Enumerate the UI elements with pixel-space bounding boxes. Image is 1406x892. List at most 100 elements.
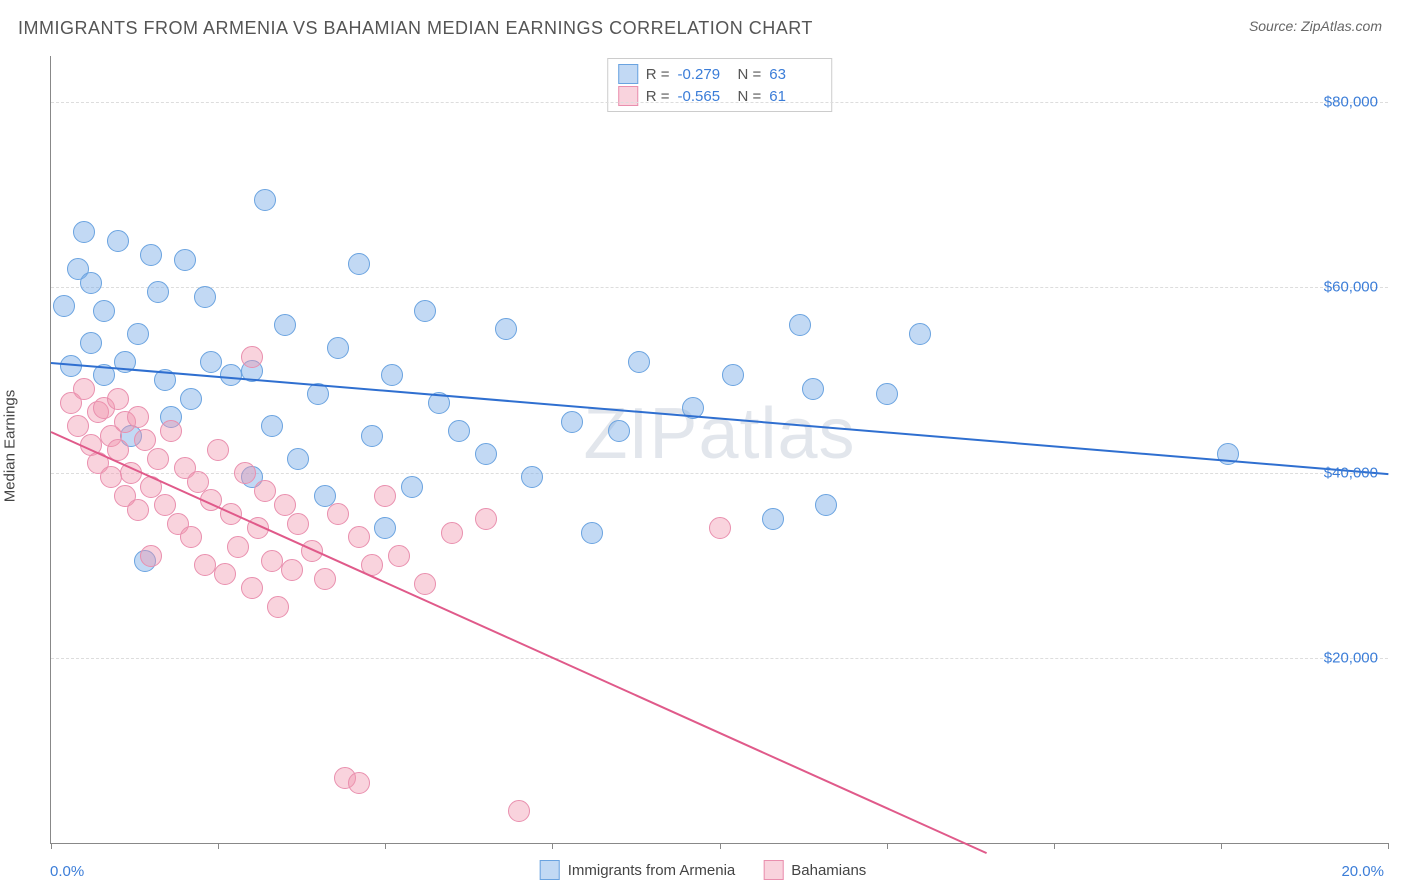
scatter-point-bahamians xyxy=(441,522,463,544)
trend-line-armenia xyxy=(51,362,1388,475)
scatter-point-armenia xyxy=(261,415,283,437)
scatter-point-bahamians xyxy=(287,513,309,535)
scatter-point-bahamians xyxy=(508,800,530,822)
scatter-point-bahamians xyxy=(348,772,370,794)
scatter-point-bahamians xyxy=(160,420,182,442)
x-tick xyxy=(1221,843,1222,849)
scatter-point-armenia xyxy=(53,295,75,317)
scatter-point-bahamians xyxy=(241,577,263,599)
x-tick-label: 0.0% xyxy=(50,863,84,880)
stats-legend-box: R = -0.279N = 63R = -0.565N = 61 xyxy=(607,58,833,112)
scatter-point-bahamians xyxy=(180,526,202,548)
scatter-point-bahamians xyxy=(388,545,410,567)
scatter-chart: ZIPatlas R = -0.279N = 63R = -0.565N = 6… xyxy=(50,56,1388,844)
x-tick xyxy=(218,843,219,849)
scatter-point-armenia xyxy=(361,425,383,447)
stats-row-bahamians: R = -0.565N = 61 xyxy=(618,85,822,107)
scatter-point-armenia xyxy=(521,466,543,488)
scatter-point-armenia xyxy=(581,522,603,544)
scatter-point-armenia xyxy=(107,230,129,252)
legend-item-bahamians: Bahamians xyxy=(763,860,866,880)
scatter-point-armenia xyxy=(722,364,744,386)
x-tick xyxy=(385,843,386,849)
scatter-point-armenia xyxy=(374,517,396,539)
legend-item-armenia: Immigrants from Armenia xyxy=(540,860,736,880)
scatter-point-bahamians xyxy=(73,378,95,400)
scatter-point-armenia xyxy=(80,272,102,294)
swatch-bahamians xyxy=(763,860,783,880)
stats-r-val: -0.279 xyxy=(678,66,730,83)
scatter-point-bahamians xyxy=(374,485,396,507)
scatter-point-bahamians xyxy=(207,439,229,461)
scatter-point-bahamians xyxy=(261,550,283,572)
chart-title: IMMIGRANTS FROM ARMENIA VS BAHAMIAN MEDI… xyxy=(18,18,1388,39)
swatch-armenia xyxy=(618,64,638,84)
scatter-point-armenia xyxy=(93,300,115,322)
scatter-point-bahamians xyxy=(267,596,289,618)
x-tick xyxy=(720,843,721,849)
x-tick-label: 20.0% xyxy=(1341,863,1384,880)
scatter-point-armenia xyxy=(348,253,370,275)
x-tick xyxy=(1388,843,1389,849)
scatter-point-armenia xyxy=(448,420,470,442)
scatter-point-bahamians xyxy=(348,526,370,548)
scatter-point-armenia xyxy=(815,494,837,516)
scatter-point-bahamians xyxy=(234,462,256,484)
scatter-point-armenia xyxy=(414,300,436,322)
scatter-point-armenia xyxy=(495,318,517,340)
legend-label: Bahamians xyxy=(791,862,866,879)
scatter-point-armenia xyxy=(561,411,583,433)
scatter-point-armenia xyxy=(475,443,497,465)
scatter-point-bahamians xyxy=(227,536,249,558)
scatter-point-bahamians xyxy=(475,508,497,530)
scatter-point-armenia xyxy=(174,249,196,271)
trend-line-bahamians xyxy=(51,431,988,854)
scatter-point-bahamians xyxy=(214,563,236,585)
scatter-point-bahamians xyxy=(414,573,436,595)
scatter-point-armenia xyxy=(287,448,309,470)
scatter-point-bahamians xyxy=(127,499,149,521)
swatch-armenia xyxy=(540,860,560,880)
stats-r-label: R = xyxy=(646,66,670,83)
bottom-legend: Immigrants from Armenia Bahamians xyxy=(540,860,867,880)
y-tick-label: $40,000 xyxy=(1324,464,1378,481)
scatter-point-bahamians xyxy=(147,448,169,470)
scatter-point-armenia xyxy=(73,221,95,243)
y-axis-label: Median Earnings xyxy=(2,390,19,503)
x-tick xyxy=(1054,843,1055,849)
stats-n-label: N = xyxy=(738,66,762,83)
scatter-point-armenia xyxy=(876,383,898,405)
scatter-point-bahamians xyxy=(127,406,149,428)
scatter-point-armenia xyxy=(802,378,824,400)
scatter-point-armenia xyxy=(140,244,162,266)
stats-row-armenia: R = -0.279N = 63 xyxy=(618,63,822,85)
x-tick xyxy=(51,843,52,849)
source-label: Source: ZipAtlas.com xyxy=(1249,18,1382,34)
y-tick-label: $80,000 xyxy=(1324,94,1378,111)
scatter-point-armenia xyxy=(401,476,423,498)
scatter-point-armenia xyxy=(127,323,149,345)
scatter-point-armenia xyxy=(909,323,931,345)
scatter-point-bahamians xyxy=(327,503,349,525)
y-tick-label: $60,000 xyxy=(1324,279,1378,296)
gridline-h xyxy=(51,102,1388,103)
x-tick xyxy=(887,843,888,849)
scatter-point-bahamians xyxy=(314,568,336,590)
scatter-point-bahamians xyxy=(107,388,129,410)
scatter-point-armenia xyxy=(180,388,202,410)
scatter-point-armenia xyxy=(381,364,403,386)
gridline-h xyxy=(51,658,1388,659)
scatter-point-armenia xyxy=(789,314,811,336)
scatter-point-armenia xyxy=(254,189,276,211)
scatter-point-armenia xyxy=(200,351,222,373)
scatter-point-bahamians xyxy=(241,346,263,368)
scatter-point-armenia xyxy=(147,281,169,303)
scatter-point-armenia xyxy=(628,351,650,373)
y-tick-label: $20,000 xyxy=(1324,649,1378,666)
scatter-point-armenia xyxy=(80,332,102,354)
scatter-point-armenia xyxy=(762,508,784,530)
scatter-point-armenia xyxy=(274,314,296,336)
x-tick xyxy=(552,843,553,849)
gridline-h xyxy=(51,287,1388,288)
scatter-point-bahamians xyxy=(194,554,216,576)
